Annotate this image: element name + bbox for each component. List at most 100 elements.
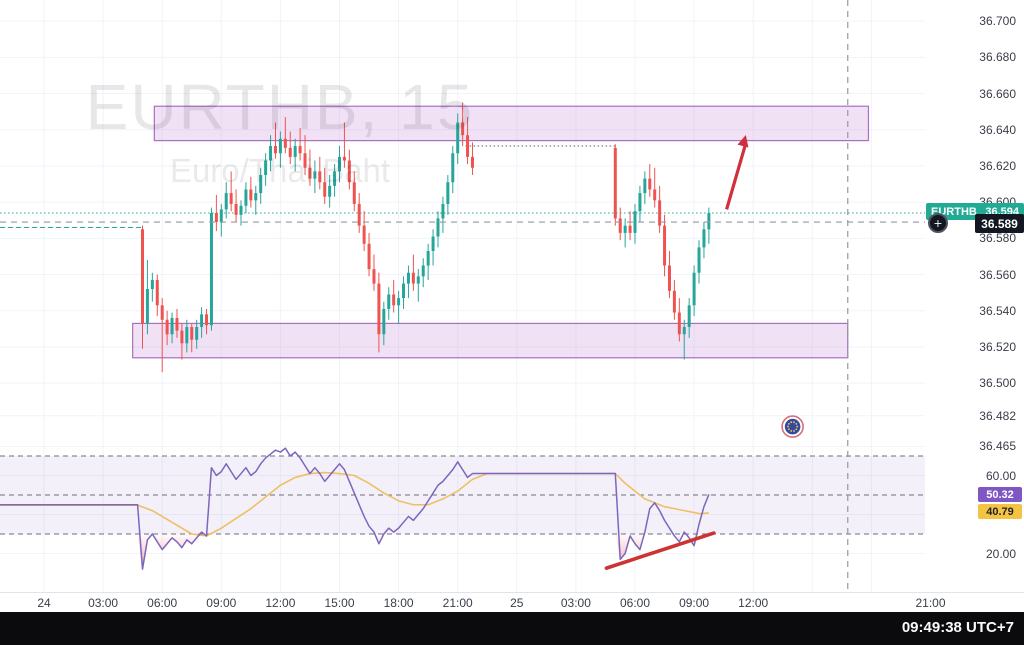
candle-body	[264, 160, 268, 175]
candle-body	[269, 146, 273, 161]
candle-up	[682, 319, 686, 360]
candle-body	[338, 156, 341, 172]
candle-body	[682, 327, 686, 335]
candle-down	[205, 308, 209, 335]
candle-body	[357, 203, 361, 226]
candle-body	[254, 193, 258, 201]
candle-body	[347, 160, 351, 183]
candle-body	[628, 225, 632, 233]
candle-down	[362, 211, 366, 252]
candle-up	[264, 153, 268, 186]
candle-body	[333, 171, 337, 186]
candle-up	[195, 319, 199, 349]
eu-star	[790, 430, 793, 432]
candle-body	[288, 147, 292, 157]
candle-down	[648, 164, 652, 197]
rsi-axis-label: 60.00	[985, 468, 1016, 483]
rsi-trendline[interactable]	[604, 531, 716, 570]
candle-up	[446, 174, 450, 215]
rsi-ma-value-badge: 40.79	[978, 504, 1022, 519]
add-alert-plus-icon[interactable]: +	[928, 213, 948, 233]
eu-star	[790, 421, 793, 424]
supply-zone[interactable]	[153, 105, 870, 142]
price-axis-label: 36.465	[979, 439, 1016, 454]
eu-star	[796, 425, 799, 428]
price-axis-label: 36.520	[979, 339, 1016, 354]
candle-body	[633, 211, 637, 233]
candle-up	[421, 258, 425, 288]
chart-pane[interactable]: EURTHB, 15 Euro/Thai Baht 36.70036.68036…	[0, 0, 1024, 592]
candle-up	[456, 113, 460, 165]
candle-down	[392, 279, 396, 313]
chart-canvas[interactable]	[0, 0, 1024, 592]
candle-body	[229, 193, 233, 204]
candle-body	[209, 213, 213, 326]
time-axis[interactable]: 24 03:00 06:00 09:00 12:00 15:00 18:00 21:00 25 0…	[0, 592, 1024, 612]
candle-body	[677, 312, 681, 335]
candle-body	[308, 167, 312, 179]
candle-down	[303, 135, 307, 175]
candle-down	[663, 214, 667, 277]
candle-body	[461, 122, 465, 136]
candle-up	[239, 200, 243, 226]
demand-zone[interactable]	[132, 322, 849, 359]
candle-down	[672, 279, 676, 320]
candle-body	[446, 182, 450, 204]
eu-flag-economic-event-icon[interactable]	[781, 415, 804, 438]
price-axis-label: 36.500	[979, 376, 1016, 391]
candle-down	[175, 308, 179, 338]
time-axis-label: 12:00	[738, 596, 769, 610]
candle-up	[254, 185, 258, 215]
candle-down	[323, 167, 327, 204]
candle-body	[697, 247, 701, 273]
candle-up	[402, 276, 406, 309]
eu-star	[795, 428, 798, 431]
candle-up	[697, 240, 701, 284]
candle-down	[342, 122, 346, 168]
candle-body	[663, 225, 667, 266]
clock-utc-label[interactable]: 09:49:38 UTC+7	[901, 619, 1014, 636]
time-axis-label: 03:00	[88, 596, 119, 610]
candle-body	[205, 314, 209, 326]
candle-down	[470, 142, 474, 175]
time-axis-label: 06:00	[147, 596, 178, 610]
candles-layer	[141, 102, 711, 373]
candle-body	[456, 122, 460, 154]
eu-star	[787, 428, 790, 431]
candle-up	[219, 203, 223, 237]
candle-down	[367, 232, 371, 277]
candle-down	[352, 171, 356, 212]
candle-up	[638, 185, 642, 223]
candle-body	[470, 156, 474, 168]
candle-down	[372, 254, 376, 291]
eu-star	[793, 430, 795, 432]
candle-body	[382, 308, 386, 335]
candle-up	[623, 218, 627, 248]
price-axis-label: 36.640	[979, 122, 1016, 137]
candle-body	[436, 218, 440, 237]
candle-up	[333, 164, 337, 197]
candle-down	[160, 298, 164, 373]
candle-down	[318, 156, 322, 190]
candle-body	[170, 317, 174, 335]
candle-down	[214, 194, 218, 232]
price-axis-label: 36.560	[979, 267, 1016, 282]
candle-down	[613, 144, 617, 226]
time-axis-label: 24	[37, 596, 51, 610]
candle-down	[298, 127, 302, 161]
candle-up	[702, 222, 706, 259]
candle-body	[214, 213, 218, 223]
rsi-oversold-fill	[0, 534, 709, 570]
candle-down	[190, 323, 194, 353]
candle-body	[618, 218, 622, 233]
eu-flag-disc	[784, 418, 801, 435]
arrow-shaft	[725, 144, 747, 210]
candle-down	[618, 207, 622, 241]
candle-up	[387, 287, 391, 320]
breakout-arrow[interactable]	[725, 135, 749, 210]
candle-body	[367, 243, 371, 270]
candle-down	[347, 149, 351, 190]
candle-up	[209, 207, 213, 331]
time-axis-label: 21:00	[442, 596, 473, 610]
